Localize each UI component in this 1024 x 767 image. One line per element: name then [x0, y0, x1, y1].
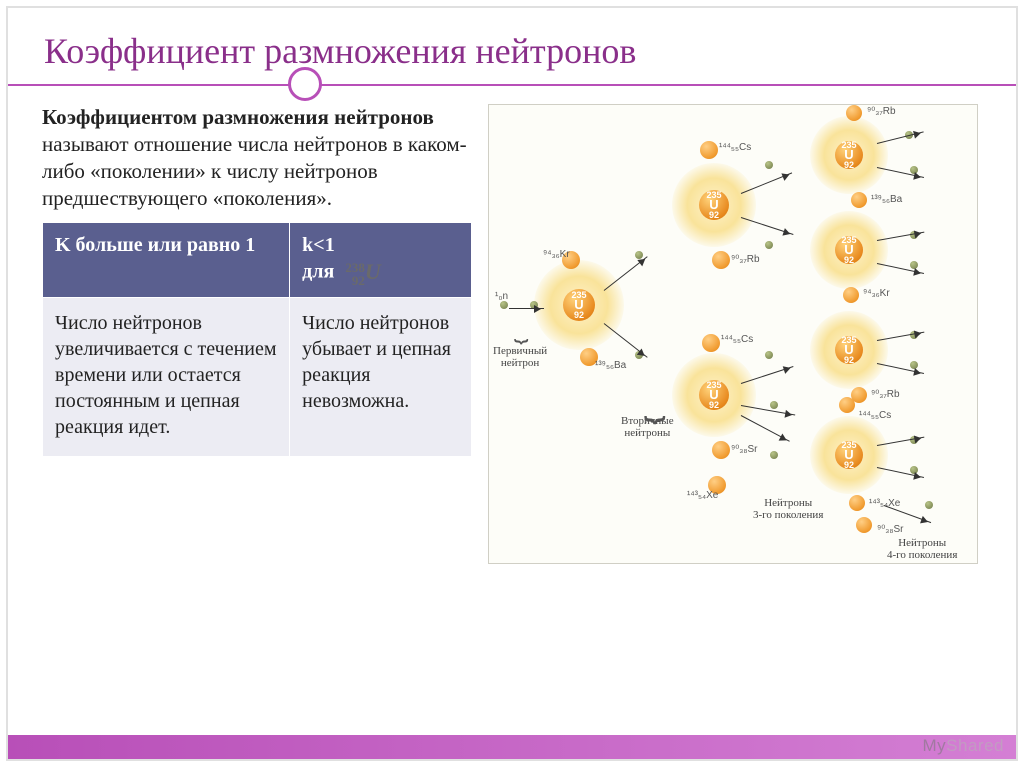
- neutron: [770, 401, 778, 409]
- iso-z: 92: [345, 274, 365, 287]
- definition-rest: называют отношение числа нейтронов в как…: [42, 132, 467, 210]
- fragment-label: ⁹⁰₃₇Rb: [731, 255, 760, 265]
- generation-label: Первичныйнейтрон: [493, 345, 547, 369]
- slide-title: Коэффициент размножения нейтронов: [8, 8, 1016, 84]
- k-header-ge1: K больше или равно 1: [43, 222, 290, 297]
- iso-mass: 238: [345, 261, 365, 274]
- fragment-label: ¹³⁹₅₆Ba: [595, 361, 626, 371]
- brace: ⏟: [514, 317, 528, 344]
- watermark-b: Shared: [946, 736, 1004, 755]
- title-underline: [8, 84, 1016, 86]
- k-lt1-line1: k<1: [302, 234, 335, 256]
- k-table: K больше или равно 1 k<1 для 238 92 U Ч: [42, 222, 472, 457]
- left-column: Коэффициентом размножения нейтронов назы…: [42, 104, 472, 564]
- fission-fragment: [702, 334, 720, 352]
- fragment-label: ¹³⁹₅₆Ba: [871, 195, 902, 205]
- generation-label: Нейтроны3-го поколения: [753, 497, 823, 521]
- generation-label: Нейтроны4-го поколения: [887, 537, 957, 561]
- incoming-neutron-label: ¹₀n: [495, 291, 508, 302]
- footer-accent-bar: [8, 735, 1016, 759]
- brace: ⏟: [644, 380, 666, 423]
- fission-fragment: [849, 495, 865, 511]
- uranium-nucleus: 235U92: [699, 190, 729, 220]
- definition-bold: Коэффициентом размножения нейтронов: [42, 105, 434, 129]
- fission-fragment: [839, 397, 855, 413]
- neutron-arrow: [604, 323, 648, 358]
- k-lt1-line2: для: [302, 260, 334, 282]
- k-header-lt1: k<1 для 238 92 U: [290, 222, 472, 297]
- iso-sym: U: [365, 259, 381, 284]
- watermark: MyShared: [923, 736, 1005, 756]
- fragment-label: ⁹⁰₃₇Rb: [867, 107, 896, 117]
- neutron-arrow: [509, 308, 544, 309]
- fragment-label: ⁹⁴₃₆Kr: [863, 289, 890, 299]
- uranium-nucleus: 235U92: [835, 236, 863, 264]
- neutron: [765, 351, 773, 359]
- neutron: [925, 501, 933, 509]
- definition-paragraph: Коэффициентом размножения нейтронов назы…: [42, 104, 472, 212]
- isotope-238u: 238 92 U: [345, 258, 380, 287]
- k-cell-ge1: Число нейтронов увеличивается с течением…: [43, 297, 290, 456]
- fission-fragment: [856, 517, 872, 533]
- fission-fragment: [712, 251, 730, 269]
- title-circle-ornament: [288, 67, 322, 101]
- fragment-label: ¹⁴⁴₅₅Cs: [859, 411, 891, 421]
- fission-fragment: [843, 287, 859, 303]
- fragment-label: ¹⁴³₅₄Xe: [687, 491, 718, 501]
- fragment-label: ⁹⁴₃₆Kr: [543, 250, 570, 260]
- fragment-label: ⁹⁰₃₇Rb: [871, 390, 900, 400]
- fission-fragment: [846, 105, 862, 121]
- fission-fragment: [851, 192, 867, 208]
- neutron: [770, 451, 778, 459]
- fission-fragment: [712, 441, 730, 459]
- fragment-label: ⁹⁰₃₈Sr: [877, 525, 904, 535]
- chain-reaction-diagram: 235U92 235U92 235U92 235U92 235U92 235U92 235U…: [488, 104, 978, 564]
- neutron: [765, 161, 773, 169]
- fragment-label: ⁹⁰₃₈Sr: [731, 445, 758, 455]
- neutron: [500, 301, 508, 309]
- content-row: Коэффициентом размножения нейтронов назы…: [8, 86, 1016, 564]
- watermark-a: My: [923, 736, 947, 755]
- neutron-arrow: [884, 505, 931, 523]
- fragment-label: ¹⁴⁴₅₅Cs: [719, 143, 751, 153]
- k-cell-lt1: Число нейтронов убывает и цепная реакция…: [290, 297, 472, 456]
- uranium-nucleus: 235U92: [835, 441, 863, 469]
- neutron: [765, 241, 773, 249]
- slide-frame: Коэффициент размножения нейтронов Коэффи…: [6, 6, 1018, 761]
- fragment-label: ¹⁴⁴₅₅Cs: [721, 335, 753, 345]
- fragment-label: ¹⁴³₅₄Xe: [869, 499, 900, 509]
- neutron-arrow: [741, 415, 790, 442]
- uranium-nucleus: 235U92: [699, 380, 729, 410]
- fission-fragment: [700, 141, 718, 159]
- uranium-nucleus: 235U92: [835, 141, 863, 169]
- uranium-nucleus: 235U92: [563, 289, 595, 321]
- uranium-nucleus: 235U92: [835, 336, 863, 364]
